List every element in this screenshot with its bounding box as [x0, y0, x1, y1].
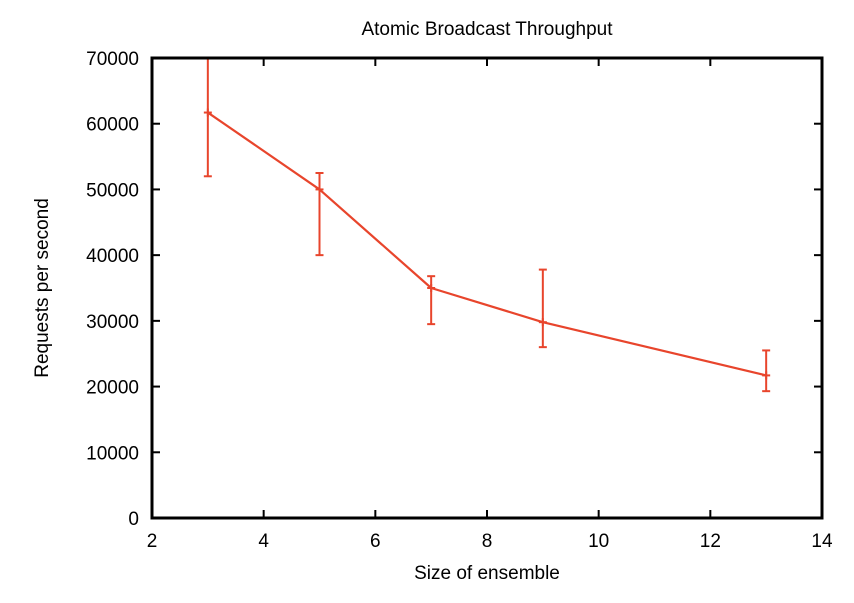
- data-point: [762, 371, 771, 380]
- y-tick-label: 20000: [86, 378, 139, 399]
- x-tick-label: 6: [370, 531, 381, 552]
- x-tick-label: 2: [147, 531, 158, 552]
- x-tick-label: 12: [700, 531, 721, 552]
- y-tick-label: 0: [128, 509, 139, 530]
- y-tick-label: 70000: [86, 49, 139, 70]
- plot-frame: [150, 56, 824, 520]
- data-point: [203, 108, 212, 117]
- x-axis-label: Size of ensemble: [414, 563, 560, 584]
- error-bar: [315, 172, 324, 257]
- x-tick-label: 8: [482, 531, 493, 552]
- y-tick-label: 40000: [86, 246, 139, 267]
- series-line: [207, 111, 767, 377]
- error-bar: [538, 268, 547, 349]
- y-axis-label: Requests per second: [32, 198, 53, 378]
- data-point: [538, 318, 547, 327]
- error-bar: [427, 275, 436, 326]
- error-bar: [762, 349, 771, 393]
- data-point: [315, 185, 324, 194]
- data-series: [203, 57, 771, 393]
- axis-ticks: 2 4 6 8 10 12 14 0 10000 20000 30000 40000 50000 6000…: [86, 49, 833, 552]
- data-point: [427, 284, 436, 292]
- x-tick-label: 4: [258, 531, 269, 552]
- error-bar: [203, 57, 212, 178]
- y-tick-label: 60000: [86, 115, 139, 136]
- chart-title: Atomic Broadcast Throughput: [361, 19, 613, 40]
- x-tick-label: 10: [588, 531, 609, 552]
- y-tick-label: 30000: [86, 312, 139, 333]
- x-tick-label: 14: [811, 531, 833, 552]
- y-tick-label: 50000: [86, 180, 139, 201]
- y-tick-label: 10000: [86, 443, 139, 464]
